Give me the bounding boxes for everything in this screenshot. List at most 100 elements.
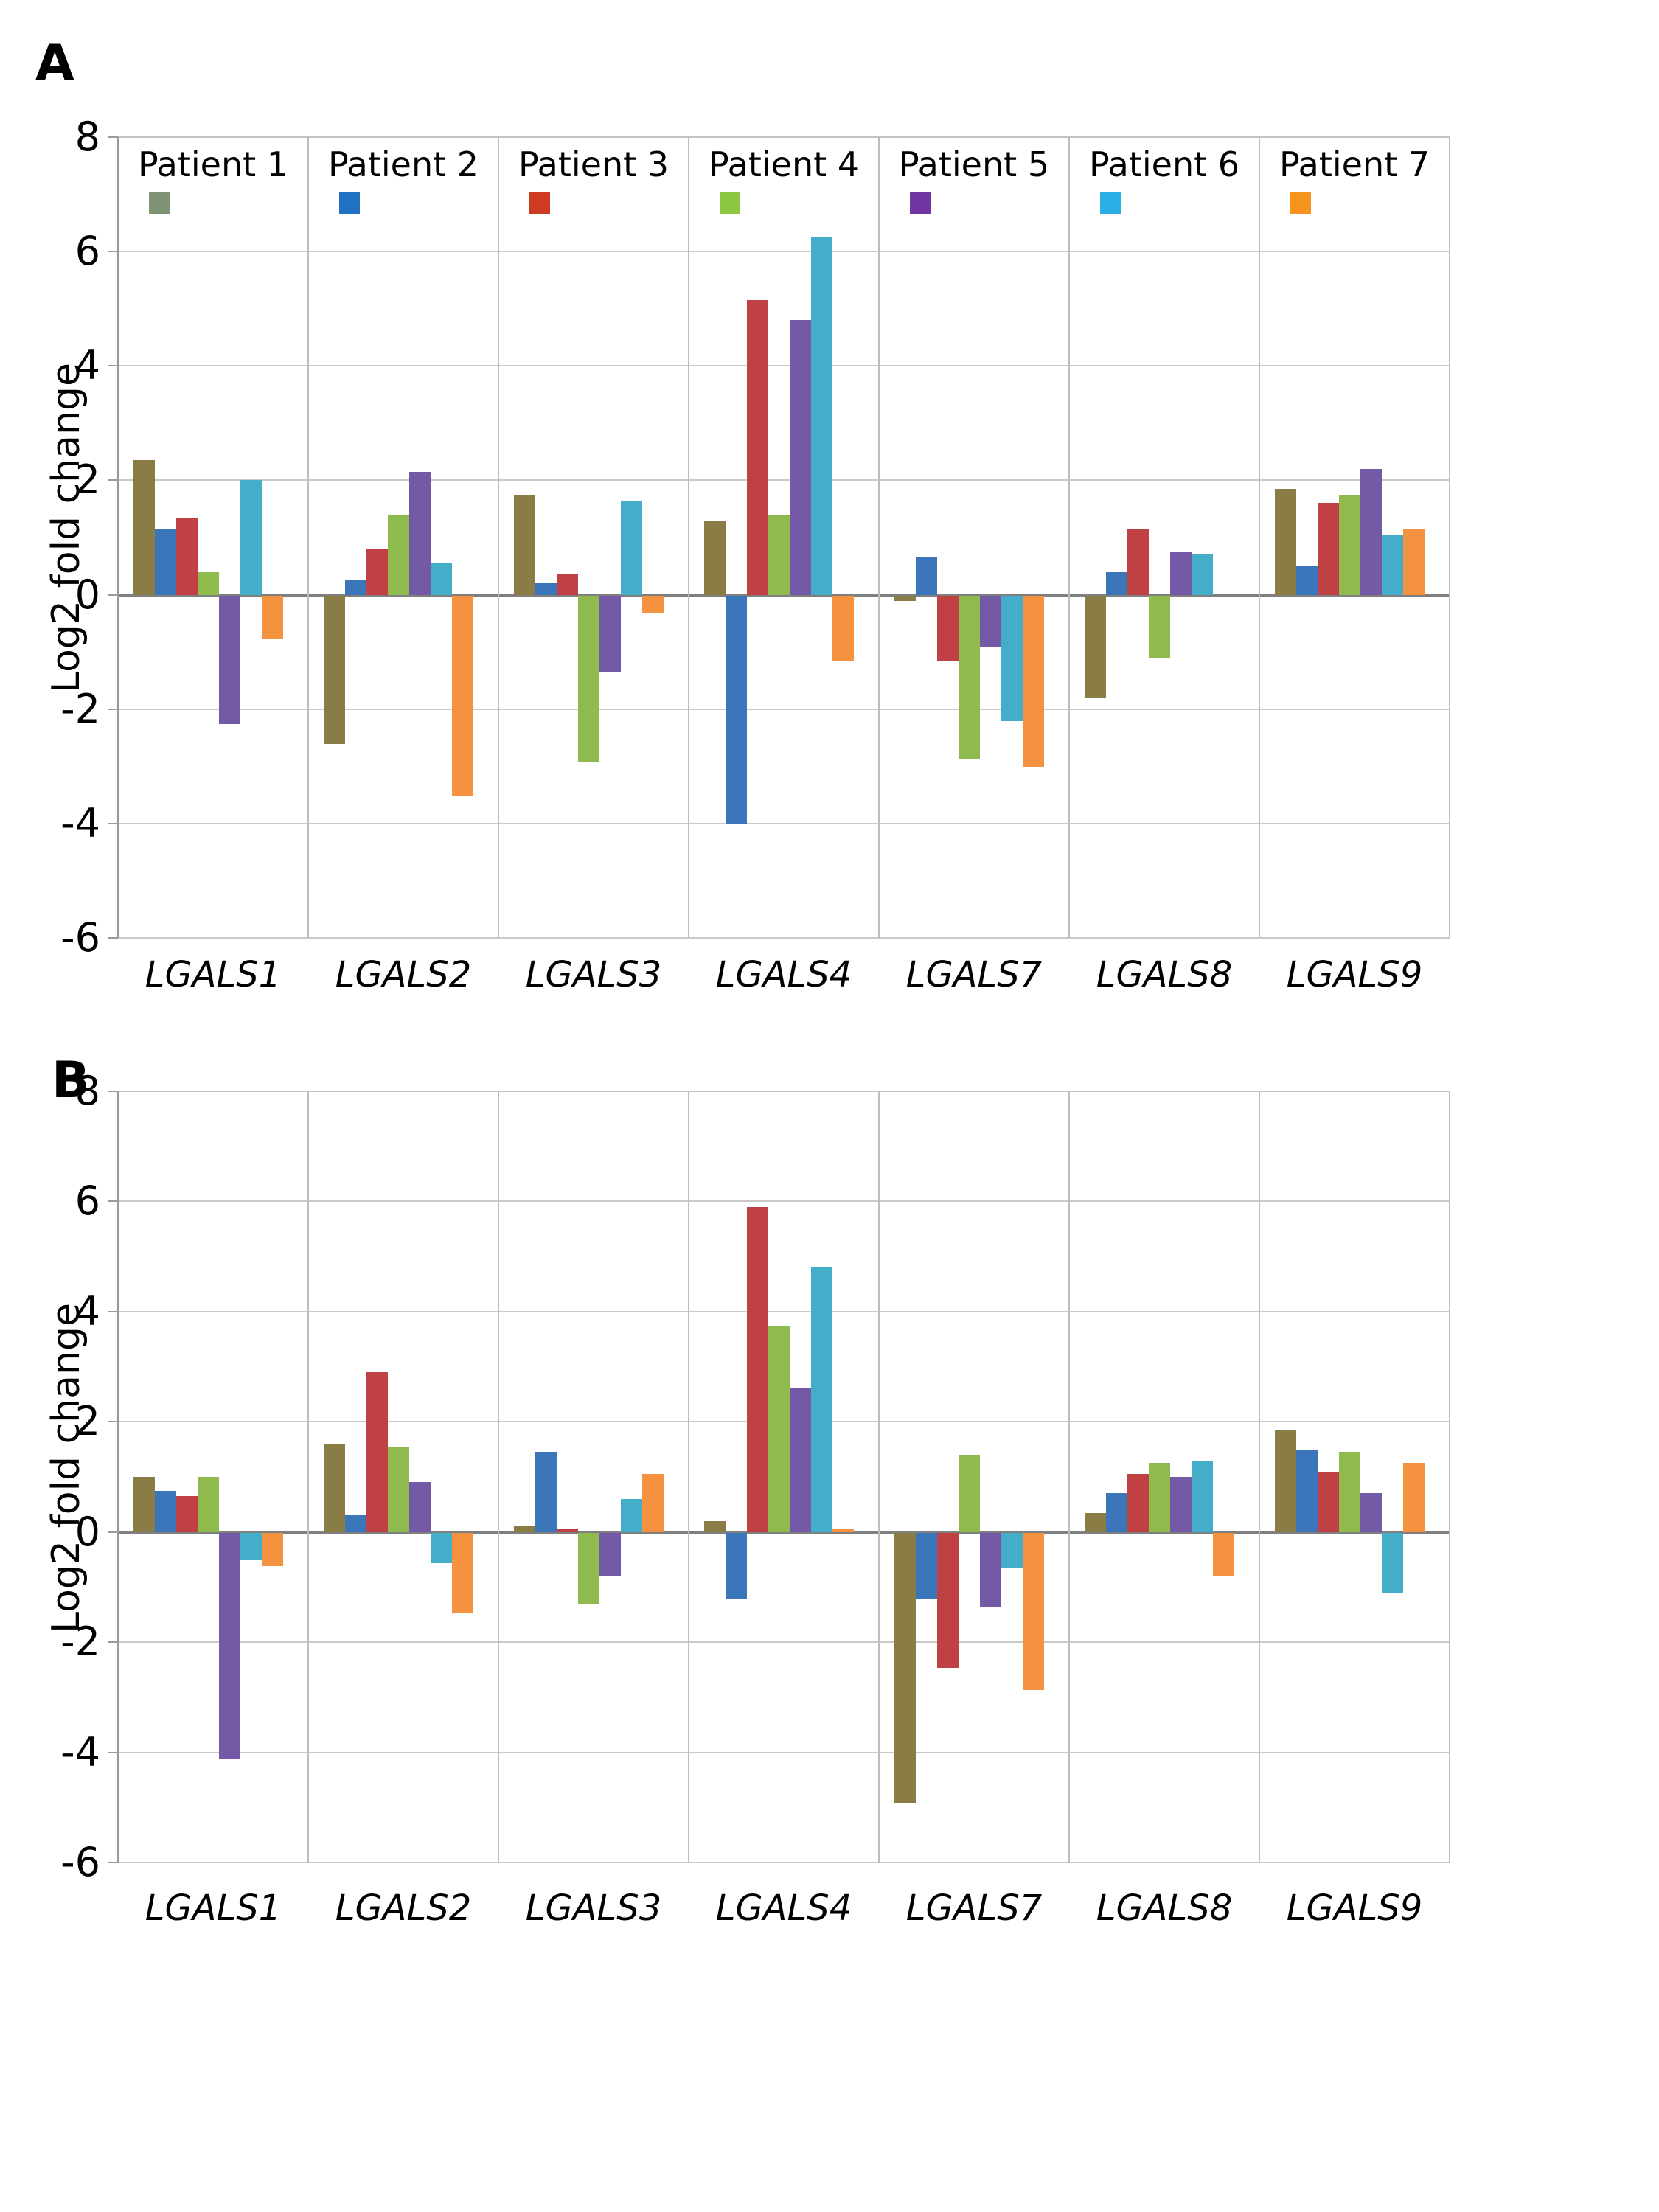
bar-patient4-lgals8 xyxy=(1149,1463,1170,1532)
bar-patient3-lgals4 xyxy=(747,300,768,595)
y-axis-tick-label: 2 xyxy=(74,1398,100,1445)
bar-patient7-lgals3 xyxy=(642,1474,664,1532)
bar-patient6-lgals1 xyxy=(240,480,262,595)
legend-swatch-patient-6 xyxy=(1100,192,1121,214)
bar-patient1-lgals8 xyxy=(1085,595,1106,699)
bar-patient5-lgals9 xyxy=(1360,1493,1382,1532)
bar-patient3-lgals9 xyxy=(1318,503,1339,595)
bar-patient2-lgals7 xyxy=(916,557,937,595)
bar-patient3-lgals7 xyxy=(937,595,959,661)
category-divider xyxy=(688,1091,689,1863)
bar-patient7-lgals3 xyxy=(642,595,664,613)
bar-patient5-lgals9 xyxy=(1360,468,1382,595)
bar-patient7-lgals9 xyxy=(1403,1463,1425,1532)
bar-patient6-lgals2 xyxy=(431,1532,452,1563)
bar-patient4-lgals9 xyxy=(1339,1452,1360,1532)
bar-patient1-lgals9 xyxy=(1275,489,1296,595)
legend-label-patient-2: Patient 2 xyxy=(327,145,479,184)
legend-swatch-patient-7 xyxy=(1290,192,1311,214)
y-axis-tick-mark xyxy=(108,937,118,939)
bar-patient7-lgals9 xyxy=(1403,529,1425,595)
y-axis-tick-label: 6 xyxy=(74,1178,100,1225)
y-axis-tick-mark xyxy=(108,251,118,253)
bar-patient6-lgals3 xyxy=(621,1498,642,1532)
x-axis-label-lgals4: LGALS4 xyxy=(715,954,852,995)
y-axis-tick-mark xyxy=(108,1421,118,1423)
bar-patient4-lgals1 xyxy=(198,571,219,595)
y-axis-tick-label: -2 xyxy=(60,1618,100,1666)
category-divider xyxy=(1449,1091,1450,1863)
bar-patient1-lgals4 xyxy=(704,520,726,595)
bar-patient3-lgals8 xyxy=(1127,1474,1149,1532)
x-axis-label-lgals2: LGALS2 xyxy=(335,954,472,995)
bar-patient6-lgals4 xyxy=(811,1267,832,1532)
x-axis-label-lgals8: LGALS8 xyxy=(1096,954,1233,995)
y-axis-tick-mark xyxy=(108,136,118,138)
legend-label-patient-1: Patient 1 xyxy=(137,145,289,184)
bar-patient3-lgals1 xyxy=(176,1496,198,1532)
category-divider xyxy=(498,137,499,938)
bar-patient2-lgals1 xyxy=(155,529,176,595)
legend-swatch-patient-5 xyxy=(910,192,931,214)
category-divider xyxy=(1259,137,1260,938)
legend-label-patient-5: Patient 5 xyxy=(898,145,1050,184)
bar-patient4-lgals8 xyxy=(1149,595,1170,658)
y-axis-tick-mark xyxy=(108,1862,118,1863)
y-axis-line xyxy=(117,1091,119,1863)
x-axis-label-lgals9: LGALS9 xyxy=(1286,1888,1423,1929)
gridline-y0 xyxy=(118,1531,1450,1534)
y-axis-tick-label: 8 xyxy=(74,1068,100,1114)
bar-patient5-lgals2 xyxy=(409,471,431,595)
bar-patient1-lgals2 xyxy=(324,1444,345,1532)
bar-patient4-lgals2 xyxy=(388,1446,409,1532)
category-divider xyxy=(878,137,880,938)
legend-label-patient-3: Patient 3 xyxy=(518,145,669,184)
bar-patient6-lgals9 xyxy=(1382,1532,1403,1593)
bar-patient6-lgals9 xyxy=(1382,535,1403,595)
y-axis-tick-label: -6 xyxy=(60,1839,100,1885)
gridline-y-2 xyxy=(118,1641,1450,1644)
bar-patient3-lgals1 xyxy=(176,517,198,595)
y-axis-tick-mark xyxy=(108,1531,118,1533)
bar-patient3-lgals2 xyxy=(366,1372,388,1532)
bar-patient3-lgals2 xyxy=(366,549,388,595)
x-axis-label-lgals1: LGALS1 xyxy=(145,954,282,995)
legend-swatch-patient-4 xyxy=(720,192,740,214)
bar-patient1-lgals8 xyxy=(1085,1512,1106,1532)
bar-patient6-lgals8 xyxy=(1192,1460,1213,1532)
bar-patient5-lgals2 xyxy=(409,1482,431,1532)
bar-patient6-lgals7 xyxy=(1001,1532,1023,1569)
bar-patient7-lgals2 xyxy=(452,595,473,796)
bar-patient2-lgals1 xyxy=(155,1490,176,1532)
x-axis-label-lgals1: LGALS1 xyxy=(145,1888,282,1929)
bar-patient1-lgals3 xyxy=(514,494,535,595)
y-axis-tick-label: 0 xyxy=(74,571,100,618)
gridline-y2 xyxy=(118,479,1450,481)
bar-patient2-lgals7 xyxy=(916,1532,937,1599)
y-axis-line xyxy=(117,137,119,938)
y-axis-tick-mark xyxy=(108,1091,118,1092)
bar-patient5-lgals7 xyxy=(980,1532,1001,1607)
x-axis-label-lgals3: LGALS3 xyxy=(525,1888,662,1929)
bar-patient2-lgals4 xyxy=(726,1532,747,1599)
y-axis-tick-label: -4 xyxy=(60,1728,100,1775)
legend-swatch-patient-1 xyxy=(149,192,170,214)
bar-patient1-lgals7 xyxy=(894,1532,916,1803)
bar-patient7-lgals1 xyxy=(262,1532,283,1566)
category-divider xyxy=(1449,137,1450,938)
bar-patient5-lgals3 xyxy=(599,595,621,673)
bar-patient3-lgals9 xyxy=(1318,1471,1339,1532)
x-axis-label-lgals4: LGALS4 xyxy=(715,1888,852,1929)
bar-patient4-lgals1 xyxy=(198,1477,219,1532)
bar-patient2-lgals3 xyxy=(535,1452,557,1532)
bar-patient1-lgals7 xyxy=(894,595,916,602)
bar-patient7-lgals4 xyxy=(832,1528,854,1532)
bar-patient2-lgals9 xyxy=(1296,1449,1318,1532)
bar-patient4-lgals3 xyxy=(578,1532,599,1604)
category-divider xyxy=(307,1091,309,1863)
panel-b-letter: B xyxy=(52,1051,90,1110)
legend-label-patient-7: Patient 7 xyxy=(1279,145,1430,184)
bar-patient3-lgals8 xyxy=(1127,529,1149,595)
gridline-y0 xyxy=(118,594,1450,597)
